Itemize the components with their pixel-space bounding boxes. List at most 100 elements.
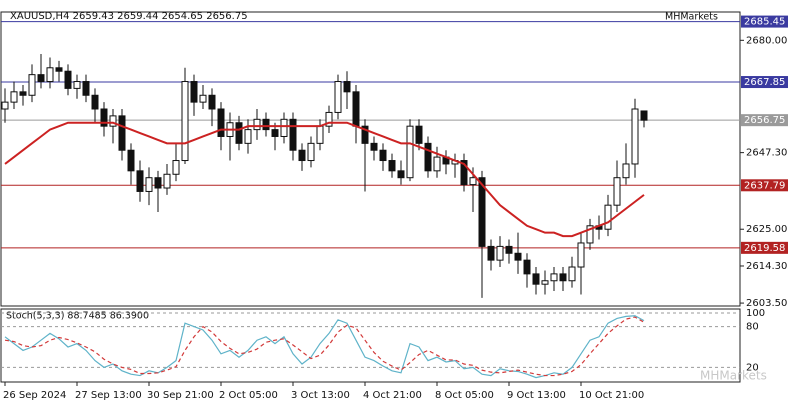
candle-body (388, 160, 396, 172)
x-tick-label: 10 Oct 21:00 (579, 390, 644, 401)
candle-body (280, 118, 288, 137)
y-tick-label: 2647.30 (746, 148, 787, 159)
candle-body (181, 81, 189, 162)
candle-body (190, 81, 198, 103)
candle-body (109, 115, 117, 127)
candle-body (397, 170, 405, 179)
candle-body (73, 81, 81, 89)
candle-body (550, 273, 558, 282)
stoch-tick-label: 80 (746, 322, 759, 333)
candle-body (514, 252, 522, 261)
broker-label: MHMarkets (665, 12, 718, 23)
candle-body (271, 129, 279, 137)
candle-body (613, 177, 621, 206)
candle-body (343, 81, 351, 93)
watermark: MHMarkets (700, 369, 767, 383)
candle-body (505, 245, 513, 254)
chart-title: XAUUSD,H4 2659.43 2659.44 2654.65 2656.7… (10, 11, 248, 22)
candle-body (172, 160, 180, 175)
candle-body (622, 163, 630, 179)
candle-body (28, 74, 36, 96)
price-label-box (741, 76, 788, 89)
candle-body (433, 156, 441, 172)
candle-body (577, 242, 585, 268)
candle-body (415, 125, 423, 144)
stoch-line (4, 316, 645, 377)
price-label-box (741, 179, 788, 192)
moving-average (4, 121, 645, 238)
candle-body (145, 177, 153, 192)
price-label: 2656.75 (744, 115, 785, 126)
price-label: 2637.79 (744, 180, 785, 191)
stoch-tick-label: 100 (746, 308, 765, 319)
candle-body (523, 259, 531, 275)
stoch-title: Stoch(5,3,3) 88.7485 86.3900 (6, 311, 149, 322)
price-label: 2667.85 (744, 77, 785, 88)
candle-body (217, 108, 225, 137)
candle-body (244, 129, 252, 144)
candle-body (253, 118, 261, 131)
candle-body (19, 91, 27, 96)
candle-body (64, 70, 72, 89)
candle-body (307, 142, 315, 162)
x-tick-label: 30 Sep 21:00 (147, 390, 214, 401)
x-tick-label: 27 Sep 13:00 (75, 390, 142, 401)
candle-body (262, 118, 270, 131)
candle-body (118, 115, 126, 151)
candle-body (316, 125, 324, 144)
y-tick-label: 2625.00 (746, 224, 787, 235)
candle-body (559, 273, 567, 282)
candle-body (568, 266, 576, 282)
y-tick-label: 2603.50 (746, 298, 787, 309)
price-label-box (741, 241, 788, 254)
candle-body (10, 91, 18, 103)
candle-body (460, 160, 468, 186)
price-label-box (741, 15, 788, 28)
candle-body (235, 122, 243, 144)
candle-body (541, 280, 549, 285)
candle-body (586, 225, 594, 244)
x-tick-label: 9 Oct 13:00 (507, 390, 566, 401)
x-tick-label: 2 Oct 05:00 (219, 390, 278, 401)
candle-body (406, 125, 414, 179)
stoch-line (4, 315, 645, 379)
candle-body (379, 149, 387, 162)
x-tick-label: 4 Oct 21:00 (363, 390, 422, 401)
candle-body (631, 108, 639, 165)
candle-body (289, 118, 297, 151)
candle-body (478, 177, 486, 247)
candle-body (496, 245, 504, 261)
candle-body (163, 173, 171, 189)
candle-body (532, 273, 540, 285)
candle-body (361, 125, 369, 144)
candle-body (352, 91, 360, 127)
stoch-panel (0, 308, 741, 383)
y-tick-label: 2680.00 (746, 35, 787, 46)
candle-body (37, 74, 45, 83)
candle-body (82, 81, 90, 96)
x-tick-label: 3 Oct 13:00 (291, 390, 350, 401)
x-tick-label: 8 Oct 05:00 (435, 390, 494, 401)
y-tick-label: 2614.30 (746, 261, 787, 272)
candle-body (100, 108, 108, 127)
candle-body (55, 67, 63, 72)
candle-body (298, 149, 306, 162)
candle-body (127, 149, 135, 172)
price-label: 2685.45 (744, 17, 785, 28)
candle-body (154, 177, 162, 189)
candle-body (469, 177, 477, 186)
candle-body (424, 142, 432, 172)
candle-body (136, 170, 144, 192)
candle-body (208, 94, 216, 110)
x-tick-label: 26 Sep 2024 (3, 390, 66, 401)
candle-body (334, 81, 342, 113)
candle-body (640, 110, 648, 121)
candle-body (46, 67, 54, 83)
price-label: 2619.58 (744, 243, 785, 254)
candle-body (487, 245, 495, 261)
price-label-box (741, 114, 788, 127)
candle-body (91, 94, 99, 110)
candle-body (1, 101, 9, 110)
